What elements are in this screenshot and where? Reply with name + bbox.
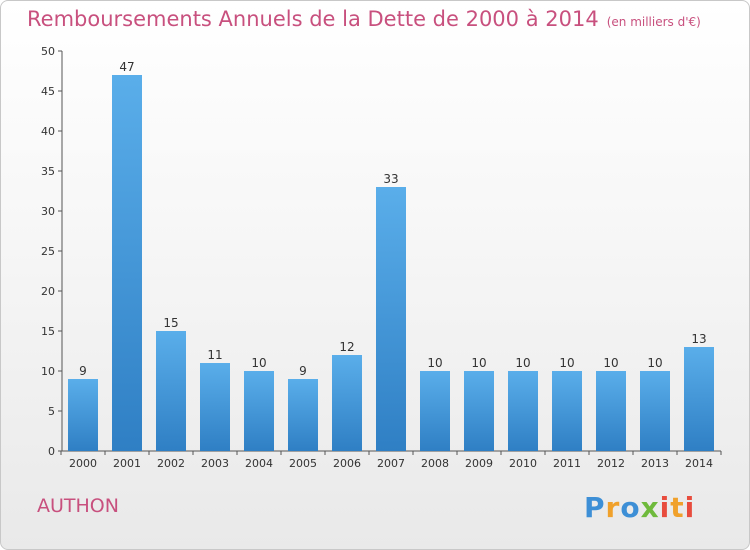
- y-tick-label: 0: [48, 445, 55, 458]
- chart-title-text: Remboursements Annuels de la Dette de 20…: [27, 7, 599, 31]
- bar-value-label: 13: [691, 332, 706, 346]
- bar-value-label: 9: [79, 364, 87, 378]
- x-axis: 2000 2001 2002 2003 2004 2005 2006 2007 2008 2009…: [60, 450, 722, 470]
- logo-letter: x: [640, 491, 660, 524]
- bar: [596, 371, 626, 451]
- y-tick-label: 50: [41, 45, 55, 58]
- bar: [420, 371, 450, 451]
- y-tick-label: 10: [41, 365, 55, 378]
- x-tick-label: 2009: [465, 457, 493, 470]
- y-tick-label: 20: [41, 285, 55, 298]
- logo-letter: t: [670, 491, 685, 524]
- y-tick-label: 25: [41, 245, 55, 258]
- logo-letter: i: [659, 491, 671, 524]
- bar: [552, 371, 582, 451]
- bar-value-label: 10: [471, 356, 486, 370]
- bar-value-label: 10: [559, 356, 574, 370]
- bar: [112, 75, 142, 451]
- y-tick-label: 5: [48, 405, 55, 418]
- x-tick-label: 2007: [377, 457, 405, 470]
- bar: [508, 371, 538, 451]
- bar-value-label: 12: [339, 340, 354, 354]
- x-tick-label: 2012: [597, 457, 625, 470]
- x-tick-label: 2003: [201, 457, 229, 470]
- x-tick-label: 2010: [509, 457, 537, 470]
- y-tick-label: 40: [41, 125, 55, 138]
- x-tick-label: 2002: [157, 457, 185, 470]
- y-tick-label: 30: [41, 205, 55, 218]
- bar-value-label: 10: [427, 356, 442, 370]
- bars: 9 47 15 11 10 9 12 33 10 10 10 10 10 10 13: [68, 60, 714, 451]
- bar-value-label: 10: [603, 356, 618, 370]
- x-tick-label: 2000: [69, 457, 97, 470]
- bar: [376, 187, 406, 451]
- bar: [156, 331, 186, 451]
- bar: [200, 363, 230, 451]
- bar: [464, 371, 494, 451]
- bar-value-label: 47: [119, 60, 134, 74]
- bar: [640, 371, 670, 451]
- bar: [332, 355, 362, 451]
- y-tick-label: 45: [41, 85, 55, 98]
- place-name: AUTHON: [37, 495, 119, 517]
- x-tick-label: 2014: [685, 457, 713, 470]
- x-tick-label: 2004: [245, 457, 273, 470]
- bar-value-label: 9: [299, 364, 307, 378]
- bar-value-label: 10: [515, 356, 530, 370]
- x-tick-label: 2001: [113, 457, 141, 470]
- logo-letter: P: [584, 491, 606, 524]
- bar-value-label: 11: [207, 348, 222, 362]
- x-tick-label: 2013: [641, 457, 669, 470]
- logo-letter: o: [620, 491, 641, 524]
- chart-title: Remboursements Annuels de la Dette de 20…: [27, 7, 701, 31]
- y-tick-label: 15: [41, 325, 55, 338]
- x-tick-label: 2011: [553, 457, 581, 470]
- proxiti-logo: Proxiti: [584, 491, 695, 524]
- bar: [288, 379, 318, 451]
- logo-letter: r: [605, 491, 621, 524]
- x-tick-label: 2005: [289, 457, 317, 470]
- y-axis: 0 5 10 15 20 25 30 35 40 45 50: [41, 45, 63, 458]
- x-tick-label: 2006: [333, 457, 361, 470]
- bar-value-label: 10: [251, 356, 266, 370]
- bar-value-label: 15: [163, 316, 178, 330]
- bar-value-label: 10: [647, 356, 662, 370]
- y-tick-label: 35: [41, 165, 55, 178]
- logo-letter: i: [684, 491, 696, 524]
- chart-unit-note: (en milliers d'€): [606, 15, 701, 29]
- bar-value-label: 33: [383, 172, 398, 186]
- x-tick-label: 2008: [421, 457, 449, 470]
- bar: [244, 371, 274, 451]
- bar: [684, 347, 714, 451]
- bar: [68, 379, 98, 451]
